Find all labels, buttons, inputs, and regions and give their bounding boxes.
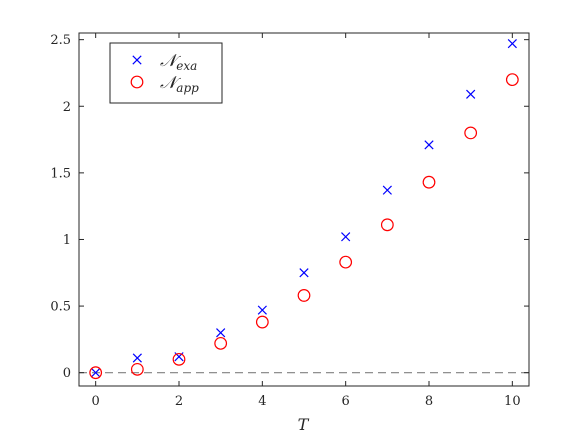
series-1-point-stroke-b bbox=[382, 185, 392, 195]
x-tick-label: 4 bbox=[258, 394, 266, 409]
series-1 bbox=[91, 39, 517, 378]
series-1-point bbox=[257, 305, 267, 315]
series-1-point bbox=[299, 268, 309, 278]
series-2 bbox=[89, 73, 519, 380]
y-tick-label: 1.5 bbox=[50, 166, 71, 181]
series-2-point bbox=[89, 366, 103, 380]
legend-marker-1-stroke-b bbox=[132, 55, 142, 65]
legend-box bbox=[109, 42, 223, 104]
y-tick-label: 2.5 bbox=[50, 33, 71, 48]
series-1-point-stroke-b bbox=[132, 353, 142, 363]
legend-subscript: app bbox=[176, 81, 199, 95]
y-tick-label: 0.5 bbox=[50, 300, 71, 315]
series-1-point-stroke-b bbox=[424, 140, 434, 150]
y-tick-label: 0 bbox=[63, 366, 71, 381]
plot-frame bbox=[78, 32, 530, 387]
series-2-point bbox=[505, 73, 519, 87]
x-tick-label: 10 bbox=[504, 394, 521, 409]
legend-subscript: exa bbox=[176, 59, 197, 73]
y-tick-label: 2 bbox=[63, 100, 71, 115]
x-tick-label: 8 bbox=[425, 394, 433, 409]
series-1-point-stroke-b bbox=[299, 268, 309, 278]
series-2-point bbox=[214, 336, 228, 350]
y-tick-label: 1 bbox=[63, 233, 71, 248]
x-tick-label: 6 bbox=[342, 394, 350, 409]
series-1-point-stroke-b bbox=[341, 232, 351, 242]
series-2-point bbox=[172, 352, 186, 366]
series-1-point bbox=[424, 140, 434, 150]
series-2-point bbox=[297, 289, 311, 302]
series-1-point-stroke-b bbox=[466, 89, 476, 99]
series-1-point bbox=[466, 89, 476, 99]
legend-marker-1 bbox=[132, 55, 142, 65]
series-1-point bbox=[507, 39, 517, 49]
series-1-point-stroke-b bbox=[216, 328, 226, 338]
x-tick-label: 0 bbox=[92, 394, 100, 409]
series-1-point bbox=[91, 368, 101, 378]
series-2-point bbox=[422, 175, 436, 189]
series-1-point bbox=[341, 232, 351, 242]
series-2-point bbox=[339, 255, 353, 269]
series-1-point bbox=[132, 353, 142, 363]
x-axis-label: T bbox=[298, 415, 310, 434]
series-1-point-stroke-b bbox=[507, 39, 517, 49]
series-1-point bbox=[216, 328, 226, 338]
legend-marker-2 bbox=[130, 75, 144, 89]
series-2-point bbox=[380, 218, 394, 232]
series-2-point bbox=[255, 315, 269, 329]
series-2-point bbox=[464, 126, 478, 140]
series-1-point-stroke-b bbox=[91, 368, 101, 378]
series-2-point bbox=[130, 362, 144, 376]
x-tick-label: 2 bbox=[175, 394, 183, 409]
series-1-point-stroke-b bbox=[257, 305, 267, 315]
series-1-point bbox=[382, 185, 392, 195]
